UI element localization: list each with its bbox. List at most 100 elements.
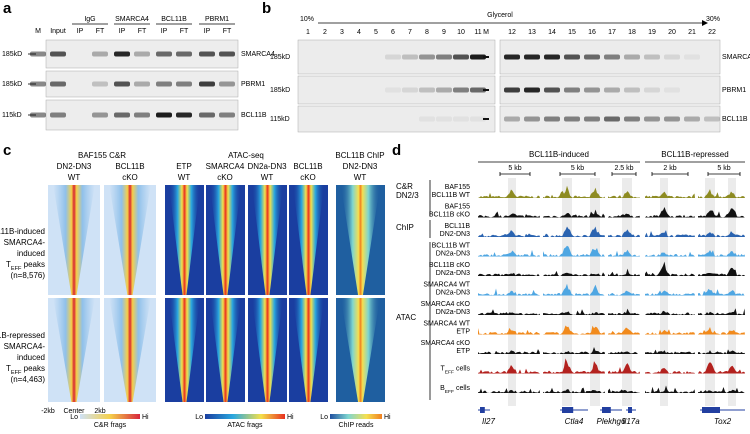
band xyxy=(385,87,401,93)
label-main: T xyxy=(6,364,11,373)
label: DN2a-DN3 xyxy=(436,270,470,277)
label: 115kD xyxy=(2,112,22,119)
label: 18 xyxy=(628,29,636,36)
label: SMARCA4 WT xyxy=(423,282,470,289)
coverage-track xyxy=(543,358,605,374)
band xyxy=(30,112,46,118)
label: DN2a-DN3 xyxy=(436,251,470,258)
heatmap-signal xyxy=(53,185,95,295)
band xyxy=(436,116,452,122)
gene-exon xyxy=(628,407,632,413)
band xyxy=(664,54,680,60)
label: BAF155 xyxy=(445,184,470,191)
coverage-track xyxy=(543,245,605,257)
label: cKO xyxy=(300,173,316,182)
band xyxy=(156,112,172,118)
band xyxy=(30,81,46,87)
label: DN2a-DN3 xyxy=(436,290,470,297)
band xyxy=(156,51,172,57)
label: (n=8,576) xyxy=(11,271,46,280)
heatmap-signal xyxy=(292,298,325,402)
band xyxy=(219,81,235,87)
band xyxy=(584,54,600,60)
label: C&R xyxy=(396,182,413,191)
label: 2.5 kb xyxy=(614,165,633,172)
label: Lo xyxy=(320,414,328,421)
band xyxy=(470,54,486,60)
panel-label: b xyxy=(262,0,271,17)
coverage-track xyxy=(543,387,605,393)
label-rest: cells xyxy=(454,385,470,392)
label: Tox2 xyxy=(714,417,732,426)
label: 1 xyxy=(306,29,310,36)
band xyxy=(584,87,600,93)
coverage-track xyxy=(478,211,540,218)
band xyxy=(524,116,540,122)
label: FT xyxy=(180,28,189,35)
coverage-track xyxy=(478,249,540,257)
coverage-track xyxy=(698,327,745,335)
band xyxy=(199,51,215,57)
label: SMARCA4 xyxy=(722,54,750,61)
coverage-track xyxy=(645,251,695,257)
coverage-track xyxy=(645,310,695,315)
band xyxy=(544,116,560,122)
coverage-track xyxy=(608,363,640,374)
band xyxy=(402,54,418,60)
label: BCL11B xyxy=(115,162,144,171)
label: 5 xyxy=(374,29,378,36)
coverage-track xyxy=(698,267,745,276)
label: 5 kb xyxy=(571,165,584,172)
heatmap-signal xyxy=(292,185,325,295)
label: SMARCA4 cKO xyxy=(421,301,471,308)
label: BCL11B cKO xyxy=(429,262,471,269)
coverage-track xyxy=(608,268,640,276)
label: ETP xyxy=(176,162,192,171)
coverage-track xyxy=(698,349,745,354)
coverage-track xyxy=(698,250,745,257)
label: 185kD xyxy=(2,51,22,58)
panel-label: d xyxy=(392,142,401,159)
band xyxy=(176,51,192,57)
band xyxy=(199,81,215,87)
label: Lo xyxy=(195,414,203,421)
label: SMARCA4 xyxy=(115,16,149,23)
band xyxy=(704,116,720,122)
label: Glycerol xyxy=(487,12,513,19)
coverage-track xyxy=(543,270,605,276)
label: Il27 xyxy=(482,417,495,426)
label: 21 xyxy=(688,29,696,36)
coverage-track xyxy=(543,185,605,198)
label: 2 xyxy=(323,29,327,36)
label: DN2/3 xyxy=(396,191,419,200)
label: SMARCA4 xyxy=(206,162,245,171)
label: cKO xyxy=(217,173,233,182)
label: SMARCA4 xyxy=(241,51,275,58)
heatmap-signal xyxy=(109,298,151,402)
label: ChIP reads xyxy=(339,422,374,429)
band xyxy=(524,54,540,60)
label: Input xyxy=(50,28,66,35)
coverage-track xyxy=(543,283,605,296)
label: FT xyxy=(223,28,232,35)
band xyxy=(92,81,108,87)
label: Center xyxy=(63,408,85,415)
label: ATAC frags xyxy=(227,422,263,429)
label: PBRM1 xyxy=(205,16,229,23)
label: BCL11B WT xyxy=(432,192,471,199)
panel-label: a xyxy=(3,0,12,17)
label: SMARCA4- xyxy=(4,238,46,247)
band xyxy=(470,87,486,93)
coverage-track xyxy=(608,351,640,354)
coverage-track xyxy=(608,213,640,218)
label-main: B xyxy=(440,385,445,392)
band xyxy=(134,112,150,118)
gene-exon xyxy=(702,407,720,413)
band xyxy=(624,116,640,122)
coverage-track xyxy=(478,288,540,296)
label: BCL11B xyxy=(161,16,187,23)
coverage-track xyxy=(608,290,640,296)
band xyxy=(92,51,108,57)
label: 12 xyxy=(508,29,516,36)
label: 11 xyxy=(474,29,481,36)
